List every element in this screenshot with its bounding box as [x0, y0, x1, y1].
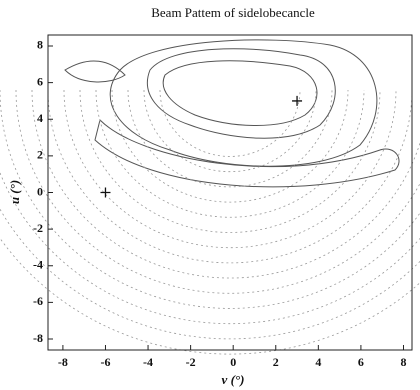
x-tick-label: 2: [273, 355, 279, 369]
contour-line: [146, 48, 336, 139]
y-tick-label: -2: [33, 221, 43, 235]
side-lobes: [0, 89, 420, 355]
y-tick-label: 4: [37, 111, 43, 125]
contour-line: [109, 39, 378, 167]
x-tick-label: 4: [315, 355, 321, 369]
side-lobe-ring: [0, 171, 420, 325]
x-tick-label: 0: [230, 355, 236, 369]
y-tick-label: 8: [37, 38, 43, 52]
y-tick-label: -6: [33, 294, 43, 308]
x-tick-label: -6: [100, 355, 110, 369]
y-axis-label: u (°): [7, 180, 22, 204]
y-tick-label: -8: [33, 331, 43, 345]
side-lobe-ring: [0, 89, 420, 309]
x-tick-label: -8: [58, 355, 68, 369]
side-lobe-ring: [95, 89, 365, 218]
side-lobe-ring: [15, 89, 420, 294]
x-tick-label: 6: [358, 355, 364, 369]
side-lobe-ring: [79, 89, 381, 233]
side-lobe-ring: [159, 89, 301, 157]
side-lobe-ring: [111, 89, 349, 203]
x-tick-label: -4: [143, 355, 153, 369]
x-tick-label: 8: [400, 355, 406, 369]
y-tick-label: 6: [37, 74, 43, 88]
y-tick-label: -4: [33, 258, 43, 272]
x-axis-label: v (°): [222, 372, 245, 387]
side-lobe-ring: [127, 89, 333, 188]
side-lobe-ring: [63, 89, 397, 249]
marker: [100, 187, 111, 198]
y-tick-label: 2: [37, 148, 43, 162]
contour-line: [94, 119, 400, 188]
side-lobe-ring: [47, 89, 413, 264]
side-lobe-ring: [31, 89, 420, 279]
side-lobe-ring: [143, 89, 317, 173]
side-lobe-ring: [0, 208, 420, 340]
contour-line: [64, 60, 126, 83]
side-lobe-ring: [0, 237, 420, 355]
marker: [292, 95, 303, 106]
chart-title: Beam Pattem of sidelobecancle: [151, 5, 315, 20]
x-tick-label: -2: [186, 355, 196, 369]
y-tick-label: 0: [37, 184, 43, 198]
contours: [64, 39, 400, 188]
contour-line: [162, 60, 318, 126]
